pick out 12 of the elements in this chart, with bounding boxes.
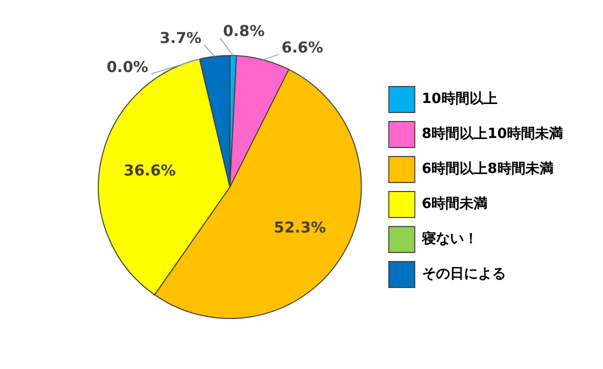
legend-label: 8時間以上10時間未満 xyxy=(422,126,564,142)
legend-label: 6時間未満 xyxy=(422,196,488,212)
data-label: 3.7% xyxy=(160,29,202,47)
data-label: 36.6% xyxy=(124,162,176,180)
data-label: 0.8% xyxy=(222,22,265,40)
data-label: 6.6% xyxy=(281,38,324,56)
legend-label: 寝ない！ xyxy=(420,230,478,248)
legend-label: 6時間以上8時間未満 xyxy=(422,161,554,178)
text: 0.0% xyxy=(106,58,148,76)
legend-label: 10時間以上 xyxy=(422,91,498,108)
data-label: 52.3% xyxy=(274,218,326,237)
legend-label: その日による xyxy=(422,266,506,282)
